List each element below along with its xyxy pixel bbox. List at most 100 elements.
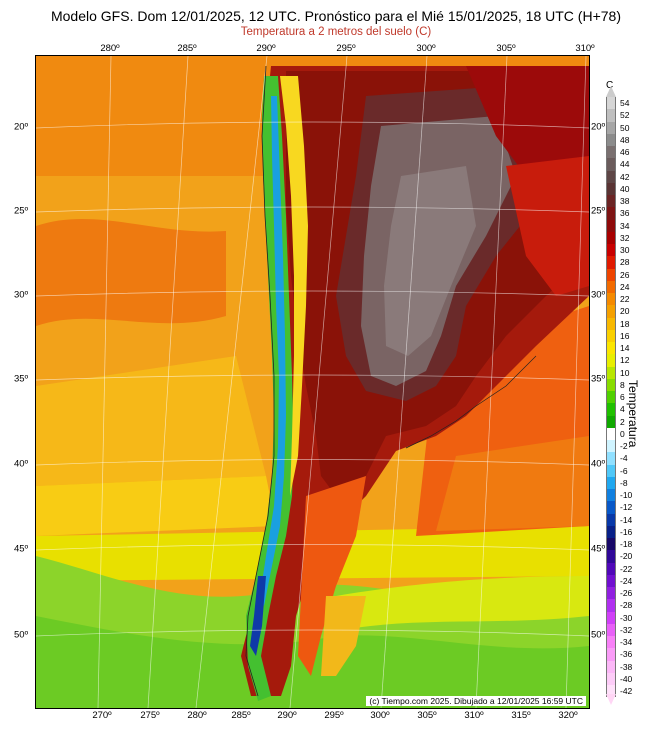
colorbar-level-label: 20 xyxy=(620,306,630,317)
chart-subtitle: Temperatura a 2 metros del suelo (C) xyxy=(240,26,432,38)
colorbar-unit: C xyxy=(606,80,614,91)
colorbar-level-label: 52 xyxy=(620,110,630,121)
colorbar-cell xyxy=(606,611,616,624)
lon-tick-top: 280º xyxy=(100,43,120,54)
colorbar-cell xyxy=(606,415,616,428)
colorbar-cell xyxy=(606,574,616,587)
colorbar-level-label: 2 xyxy=(620,416,625,427)
colorbar-cell xyxy=(606,170,616,183)
lon-tick-top: 290º xyxy=(256,43,276,54)
colorbar-level-label: 40 xyxy=(620,183,630,194)
colorbar-level-label: -36 xyxy=(620,649,633,660)
colorbar-cell xyxy=(606,109,616,122)
colorbar-level-label: -10 xyxy=(620,490,633,501)
colorbar-level-label: 6 xyxy=(620,392,625,403)
colorbar-level-label: -20 xyxy=(620,551,633,562)
colorbar-cell xyxy=(606,342,616,355)
lon-tick-top: 300º xyxy=(416,43,436,54)
map-field xyxy=(36,56,589,708)
lat-tick-left: 30º xyxy=(14,289,29,301)
lon-tick-bottom: 270º xyxy=(92,710,112,721)
lat-tick-left: 40º xyxy=(14,458,29,470)
colorbar-cell xyxy=(606,685,616,698)
colorbar-cell xyxy=(606,538,616,551)
colorbar-cell xyxy=(606,672,616,685)
colorbar-level-label: 34 xyxy=(620,220,630,231)
colorbar-level-label: 32 xyxy=(620,232,630,243)
colorbar-level-label: -12 xyxy=(620,502,633,513)
colorbar-cell xyxy=(606,562,616,575)
colorbar-cell xyxy=(606,121,616,134)
lat-tick-left: 45º xyxy=(14,543,29,555)
colorbar-cell xyxy=(606,452,616,465)
colorbar-cell xyxy=(606,305,616,318)
lat-tick-left: 25º xyxy=(14,205,29,217)
colorbar-variable-label: Temperatura xyxy=(626,380,640,448)
colorbar-level-label: 10 xyxy=(620,367,630,378)
colorbar-cell xyxy=(606,158,616,171)
colorbar-cell xyxy=(606,636,616,649)
colorbar-level-label: -8 xyxy=(620,477,628,488)
colorbar-cell xyxy=(606,660,616,673)
colorbar-level-label: -42 xyxy=(620,686,633,697)
colorbar-cell xyxy=(606,133,616,146)
colorbar-cell xyxy=(606,182,616,195)
colorbar-cell xyxy=(606,146,616,159)
colorbar-level-label: -18 xyxy=(620,539,633,550)
colorbar-cell xyxy=(606,391,616,404)
colorbar-level-label: -32 xyxy=(620,624,633,635)
colorbar-level-label: 18 xyxy=(620,318,630,329)
lon-tick-bottom: 315º xyxy=(511,710,531,721)
colorbar-min-arrow xyxy=(606,694,616,705)
lon-tick-bottom: 295º xyxy=(324,710,344,721)
colorbar-level-label: -6 xyxy=(620,465,628,476)
colorbar-level-label: 16 xyxy=(620,330,630,341)
colorbar-cell xyxy=(606,317,616,330)
colorbar-cell xyxy=(606,231,616,244)
colorbar-level-label: 26 xyxy=(620,269,630,280)
colorbar-level-label: -26 xyxy=(620,588,633,599)
colorbar-level-label: 12 xyxy=(620,355,630,366)
colorbar-cell xyxy=(606,354,616,367)
colorbar-level-label: -16 xyxy=(620,526,633,537)
temperature-map: (c) Tiempo.com 2025. Dibujado a 12/01/20… xyxy=(35,55,590,709)
colorbar xyxy=(606,97,616,698)
lon-tick-bottom: 300º xyxy=(370,710,390,721)
lat-tick-right: 50º xyxy=(591,629,606,641)
colorbar-level-label: 0 xyxy=(620,428,625,439)
colorbar-level-label: 14 xyxy=(620,343,630,354)
lat-tick-right: 30º xyxy=(591,289,606,301)
lat-tick-right: 45º xyxy=(591,543,606,555)
colorbar-level-label: -30 xyxy=(620,612,633,623)
colorbar-cell xyxy=(606,648,616,661)
colorbar-level-label: 48 xyxy=(620,134,630,145)
colorbar-cell xyxy=(606,293,616,306)
colorbar-level-label: 8 xyxy=(620,379,625,390)
colorbar-cell xyxy=(606,489,616,502)
colorbar-cell xyxy=(606,440,616,453)
colorbar-level-label: -22 xyxy=(620,563,633,574)
colorbar-cell xyxy=(606,329,616,342)
colorbar-cell xyxy=(606,513,616,526)
colorbar-cell xyxy=(606,195,616,208)
colorbar-cell xyxy=(606,501,616,514)
colorbar-cell xyxy=(606,427,616,440)
colorbar-cell xyxy=(606,280,616,293)
colorbar-cell xyxy=(606,525,616,538)
colorbar-cell xyxy=(606,587,616,600)
lat-tick-left: 50º xyxy=(14,629,29,641)
lat-tick-right: 25º xyxy=(591,205,606,217)
colorbar-level-label: -40 xyxy=(620,673,633,684)
colorbar-cell xyxy=(606,378,616,391)
lon-tick-bottom: 305º xyxy=(417,710,437,721)
lon-tick-bottom: 310º xyxy=(464,710,484,721)
lat-tick-left: 20º xyxy=(14,121,29,133)
lon-tick-top: 295º xyxy=(336,43,356,54)
lat-tick-left: 35º xyxy=(14,373,29,385)
lon-tick-bottom: 285º xyxy=(231,710,251,721)
colorbar-cell xyxy=(606,244,616,257)
colorbar-cell xyxy=(606,476,616,489)
colorbar-level-label: -14 xyxy=(620,514,633,525)
colorbar-cell xyxy=(606,366,616,379)
colorbar-level-label: -28 xyxy=(620,600,633,611)
